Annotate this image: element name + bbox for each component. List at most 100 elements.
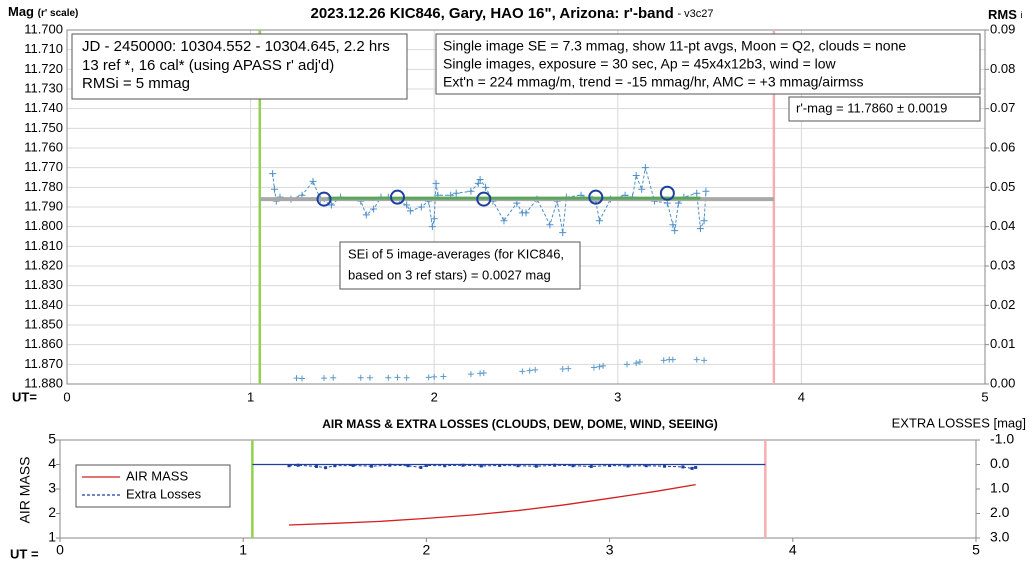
y2-tick-label: 1.0 [990,480,1010,496]
ylabel: Mag [8,4,34,19]
point [476,175,484,183]
series-line [288,483,696,526]
conditions-box: Single image SE = 7.3 mmag, show 11-pt a… [435,33,981,95]
y-tick-label: 11.810 [24,238,63,253]
y2-tick-label: 0.04 [990,218,1015,233]
point [417,203,425,211]
info-line: 13 ref *, 16 cal* (using APASS r' adj'd) [82,57,334,74]
y2label: RMS [988,7,1017,22]
y-tick-label: 11.730 [24,80,63,95]
point [296,463,300,467]
average-point [389,189,405,205]
point [403,201,411,209]
y2-tick-label: 0.09 [990,21,1015,36]
sei-line: based on 3 ref stars) = 0.0027 mag [348,267,551,282]
point [333,464,337,468]
y-tick-label: 11.800 [24,218,63,233]
average-point [659,185,675,201]
y-tick-label: 11.770 [24,159,63,174]
point [681,465,685,469]
point [327,201,335,209]
y-tick-label: 4 [48,455,56,471]
point [362,211,370,219]
point [432,179,440,187]
box [339,241,581,290]
result-box: r'-mag = 11.7860 ± 0.0019 [788,96,981,122]
x-tick-label: 0 [56,542,64,558]
point [425,374,432,381]
point [406,207,414,215]
point [467,371,474,378]
conditions-line: Single images, exposure = 30 sec, Ap = 4… [443,56,837,72]
point [532,366,539,373]
point [500,217,508,225]
point [700,217,708,225]
y-axis-label: Mag (r' scale) [8,4,78,19]
x-tick-label: 2 [431,389,438,404]
point [474,179,482,187]
y-tick-label: 11.750 [24,120,63,135]
y-tick-label: 3 [48,480,56,496]
point [623,361,630,368]
point [693,356,700,363]
point [632,172,640,180]
point [596,363,603,370]
y-tick-label: 11.790 [24,198,63,213]
box [71,33,408,100]
x-tick-label: 0 [63,389,70,404]
x-axis-label: UT= [12,389,37,404]
y-tick-label: 11.830 [24,277,63,292]
point [351,463,355,467]
point [702,187,710,195]
y2-tick-label: 2.0 [990,504,1010,520]
plot-area [66,29,986,385]
sei-box: SEi of 5 image-averages (for KIC846, bas… [339,241,581,290]
y-tick-label: 5 [48,431,56,447]
point [480,369,487,376]
x-tick-label: 3 [606,542,614,558]
info-line: JD - 2450000: 10304.552 - 10304.645, 2.2… [82,38,390,55]
legend-box [75,464,231,508]
point [559,229,567,237]
y2-tick-label: 0.06 [990,139,1015,154]
legend: AIR MASS Extra Losses [75,464,231,508]
point [516,464,520,468]
point [519,368,526,375]
point [546,221,554,229]
y2-tick-label: 0.02 [990,297,1015,312]
point [600,362,607,369]
x-tick-label: 1 [239,542,247,558]
point [633,360,640,367]
y-tick-label: 11.760 [24,139,63,154]
average-point [316,191,332,207]
y2-axis-label: EXTRA LOSSES [mag] [892,415,1026,430]
x-tick-label: 4 [798,389,805,404]
point [287,464,291,468]
point [701,357,708,364]
point [641,164,649,172]
point [403,374,410,381]
conditions-line: Ext'n = 224 mmag/m, trend = -15 mmag/hr,… [443,74,864,90]
point [394,374,401,381]
point [385,374,392,381]
point [461,463,465,467]
point [309,177,317,185]
y-tick-label: 2 [48,504,56,520]
point [430,215,438,223]
result: r'-mag = 11.7860 ± 0.0019 [796,100,947,115]
y-tick-label: 11.720 [24,61,63,76]
point [559,366,566,373]
box [435,33,981,95]
point [696,225,704,233]
x-tick-label: 4 [789,542,797,558]
point [419,465,423,469]
y2-tick-label: 3.0 [990,529,1010,545]
y-tick-label: 11.740 [24,100,63,115]
y2-tick-label: -1.0 [990,431,1014,447]
point [369,464,373,468]
point [370,205,378,213]
point [388,463,392,467]
y-tick-label: 11.860 [24,336,63,351]
point [293,375,300,382]
y-tick-label: 11.820 [24,257,63,272]
